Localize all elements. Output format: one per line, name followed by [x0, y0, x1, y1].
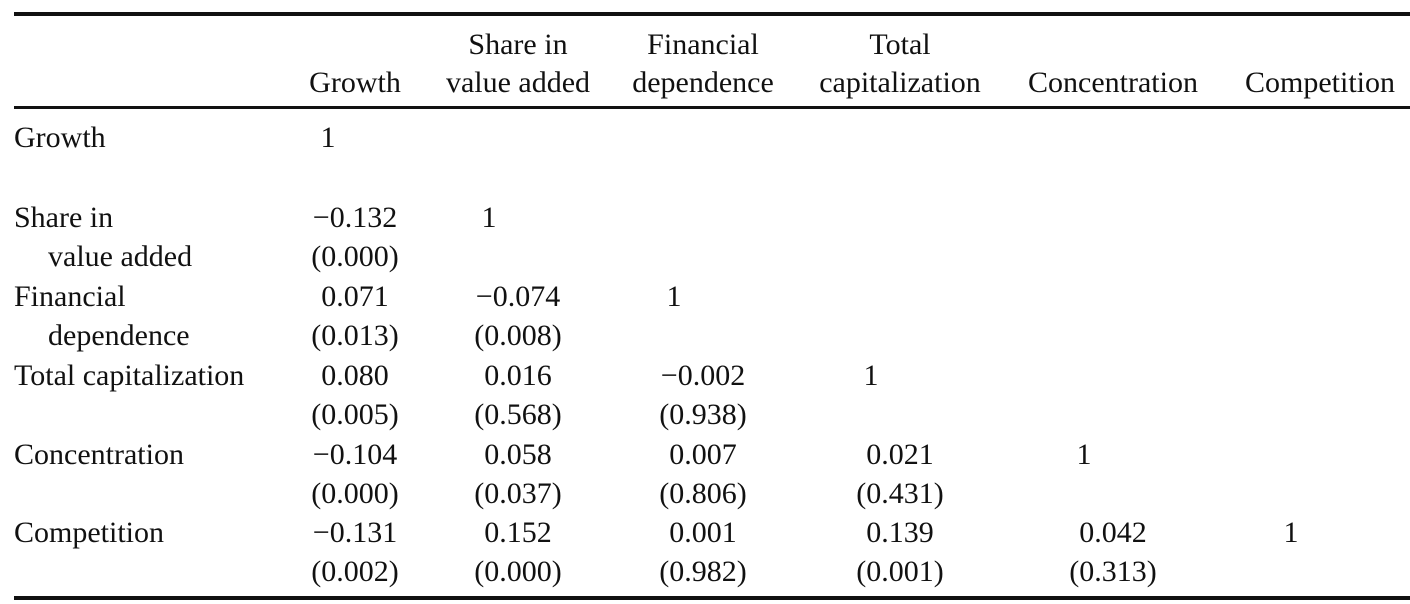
coefficient: 0.001	[669, 516, 737, 549]
top-rule	[14, 12, 1410, 16]
coefficient: 0.152	[484, 516, 552, 549]
p-value: (0.982)	[659, 554, 747, 588]
coefficient: 1	[320, 121, 336, 154]
column-header: Total	[869, 27, 931, 61]
row-label: value added	[48, 239, 193, 273]
column-header: Share in	[468, 27, 568, 61]
p-value: (0.000)	[311, 239, 399, 273]
column-header: value added	[445, 66, 591, 99]
coefficient: 0.080	[321, 359, 389, 392]
coefficient: 0.058	[484, 438, 552, 471]
p-value: (0.037)	[474, 476, 562, 510]
row-label: Growth	[14, 121, 106, 154]
column-header: Financial	[647, 27, 759, 61]
header-rule	[14, 106, 1410, 109]
row-label: Financial	[14, 280, 126, 313]
p-value: (0.000)	[311, 476, 399, 510]
coefficient: 1	[863, 359, 879, 392]
p-value: (0.002)	[311, 554, 399, 588]
coefficient: 0.016	[484, 359, 552, 392]
bottom-rule	[14, 596, 1410, 600]
row-label: Concentration	[14, 438, 184, 471]
row-label: Share in	[14, 201, 114, 234]
row-label: Total capitalization	[14, 359, 245, 392]
p-value: (0.431)	[856, 476, 944, 510]
p-value: (0.001)	[856, 554, 944, 588]
coefficient: 0.042	[1079, 516, 1147, 549]
p-value: (0.000)	[474, 554, 562, 588]
column-header: capitalization	[819, 66, 981, 99]
p-value: (0.013)	[311, 318, 399, 352]
coefficient: −0.002	[660, 359, 746, 392]
p-value: (0.008)	[474, 318, 562, 352]
coefficient: 1	[481, 201, 497, 234]
coefficient: −0.132	[312, 201, 398, 234]
p-value: (0.005)	[311, 397, 399, 431]
coefficient: −0.074	[475, 280, 561, 313]
column-header: Concentration	[1028, 66, 1198, 99]
coefficient: 1	[666, 280, 682, 313]
column-header: dependence	[632, 66, 774, 99]
row-label: dependence	[48, 318, 190, 352]
row-label: Competition	[14, 516, 164, 549]
coefficient: 0.071	[321, 280, 389, 313]
coefficient: 0.007	[669, 438, 737, 471]
column-header: Growth	[309, 66, 401, 99]
coefficient: 1	[1283, 516, 1299, 549]
coefficient: 0.021	[866, 438, 934, 471]
coefficient: 0.139	[866, 516, 934, 549]
coefficient: −0.104	[312, 438, 398, 471]
coefficient: 1	[1076, 438, 1092, 471]
p-value: (0.568)	[474, 397, 562, 431]
p-value: (0.313)	[1069, 554, 1157, 588]
p-value: (0.806)	[659, 476, 747, 510]
p-value: (0.938)	[659, 397, 747, 431]
column-header: Competition	[1245, 66, 1395, 99]
coefficient: −0.131	[312, 516, 398, 549]
